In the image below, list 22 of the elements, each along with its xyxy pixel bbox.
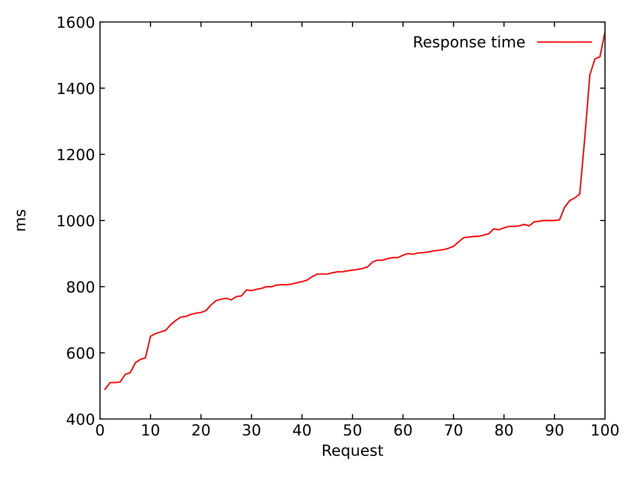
- y-tick-label: 1000: [58, 214, 94, 227]
- x-tick-label: 80: [495, 424, 513, 436]
- x-tick-label: 70: [445, 424, 462, 436]
- line-series: [104, 31, 605, 390]
- y-tick-label: 1600: [58, 16, 94, 28]
- x-axis-title: Request: [322, 444, 384, 459]
- x-tick-label: 20: [192, 424, 210, 436]
- x-tick-label: 50: [344, 424, 362, 436]
- legend-label: Response time: [414, 36, 525, 51]
- y-tick-label: 1200: [58, 148, 94, 160]
- x-tick-label: 40: [293, 424, 311, 436]
- x-tick-label: 60: [394, 424, 412, 436]
- y-tick-label: 600: [67, 347, 94, 359]
- y-axis-title: ms: [16, 210, 26, 231]
- x-tick-label: 0: [96, 424, 104, 436]
- y-tick-label: 400: [66, 413, 94, 426]
- x-tick-label: 10: [142, 424, 160, 436]
- y-tick-label: 1400: [58, 82, 94, 94]
- x-tick-label: 90: [546, 424, 564, 436]
- x-tick-label: 30: [242, 424, 260, 436]
- y-tick-label: 800: [67, 281, 94, 293]
- x-tick-label: 100: [592, 424, 619, 436]
